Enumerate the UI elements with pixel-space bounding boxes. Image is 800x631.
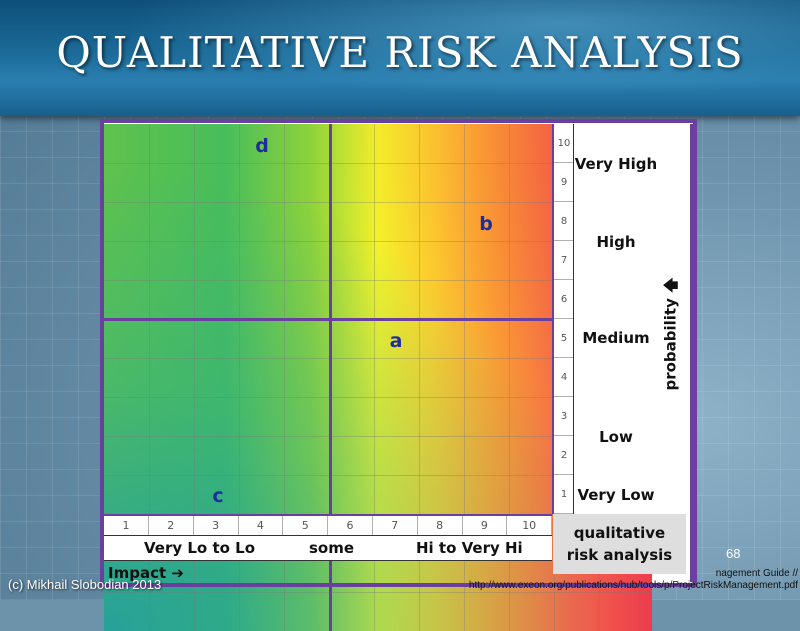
impact-axis-label: Impact ➔ [108, 564, 184, 582]
copyright-credit: (c) Mikhail Slobodian 2013 [8, 577, 162, 592]
frame-right-strip [690, 124, 693, 582]
impact-category-high: Hi to Very Hi [416, 539, 523, 557]
grid-line-vertical [419, 124, 420, 631]
source-line-1: nagement Guide // [715, 568, 798, 579]
grid-line-vertical [464, 124, 465, 631]
zone-label-c: c [212, 485, 224, 507]
probability-tick: 9 [554, 163, 574, 202]
zone-label-b: b [479, 213, 493, 235]
grid-line-horizontal [104, 163, 652, 164]
impact-tick: 4 [238, 516, 284, 535]
impact-tick: 1 [104, 516, 149, 535]
impact-tick: 9 [462, 516, 508, 535]
header-glow [0, 0, 800, 116]
header-band [0, 0, 800, 116]
zone-label-a: a [389, 330, 403, 352]
impact-tick: 5 [283, 516, 329, 535]
grid-line-horizontal [104, 436, 652, 437]
probability-axis-column: probability 🡅 [658, 124, 688, 514]
probability-tick: 8 [554, 202, 574, 241]
zone-label-d: d [255, 135, 269, 157]
grid-line-horizontal [104, 475, 652, 476]
probability-tick: 6 [554, 280, 574, 319]
probability-tick: 7 [554, 241, 574, 280]
impact-categories: Very Lo to Lo some Hi to Very Hi [104, 535, 552, 561]
qualitative-risk-analysis-label: qualitative risk analysis [553, 514, 686, 574]
impact-category-low: Very Lo to Lo [144, 539, 256, 557]
level-very-high: Very High [574, 155, 658, 173]
impact-tick: 10 [507, 516, 553, 535]
impact-tick: 2 [149, 516, 194, 535]
probability-tick: 5 [554, 319, 574, 358]
grid-line-horizontal [104, 397, 652, 398]
grid-line-vertical [509, 124, 510, 631]
level-high: High [596, 233, 636, 251]
grid-line-vertical [149, 124, 150, 631]
level-very-low: Very Low [577, 486, 655, 504]
probability-tick: 3 [554, 397, 574, 436]
grid-line-vertical [374, 124, 375, 631]
probability-tick: 10 [554, 124, 574, 163]
grid-line-vertical [194, 124, 195, 631]
impact-tick: 3 [194, 516, 239, 535]
impact-tick: 8 [418, 516, 463, 535]
page-number: 68 [726, 546, 741, 561]
qra-line-2: risk analysis [566, 546, 673, 564]
probability-axis-label: probability 🡅 [661, 277, 680, 391]
slide-title: QUALITATIVE RISK ANALYSIS [56, 28, 744, 77]
grid-line-horizontal [104, 358, 652, 359]
grid-line-horizontal [104, 592, 652, 593]
grid-line-horizontal [104, 241, 652, 242]
source-line-2: http://www.exeon.org/publications/hub/to… [468, 580, 798, 591]
impact-category-mid: some [309, 539, 355, 557]
impact-scale: 1 2 3 4 5 6 7 8 9 10 [104, 514, 553, 536]
probability-tick: 1 [554, 475, 574, 514]
qra-line-1: qualitative [573, 524, 666, 542]
impact-divider [329, 124, 332, 631]
level-medium: Medium [582, 329, 650, 347]
risk-matrix-figure: d b a c 10 9 8 7 6 5 4 3 2 1 Very High High Mediu… [100, 119, 697, 631]
probability-divider [104, 318, 652, 321]
probability-tick: 4 [554, 358, 574, 397]
grid-line-vertical [284, 124, 285, 631]
probability-tick: 2 [554, 436, 574, 475]
grid-line-horizontal [104, 280, 652, 281]
probability-levels: Very High High Medium Low Very Low [573, 124, 659, 514]
impact-tick: 6 [328, 516, 373, 535]
source-reference: nagement Guide // http://www.exeon.org/p… [420, 568, 798, 592]
level-low: Low [599, 428, 633, 446]
grid-line-vertical [239, 124, 240, 631]
grid-line-horizontal [104, 202, 652, 203]
impact-tick: 7 [373, 516, 418, 535]
probability-scale: 10 9 8 7 6 5 4 3 2 1 [552, 124, 574, 514]
